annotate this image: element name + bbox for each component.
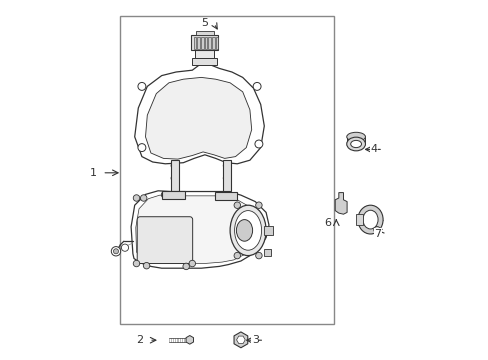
- Polygon shape: [185, 336, 193, 344]
- Bar: [196, 31, 213, 35]
- Bar: [264, 249, 271, 256]
- Polygon shape: [136, 195, 260, 264]
- Text: 2: 2: [136, 335, 143, 345]
- Text: 1: 1: [90, 168, 97, 178]
- Polygon shape: [134, 63, 264, 164]
- Text: 4: 4: [370, 144, 377, 154]
- Circle shape: [113, 249, 118, 254]
- Bar: [195, 50, 214, 58]
- Circle shape: [121, 244, 128, 251]
- Circle shape: [254, 140, 263, 148]
- Bar: [170, 160, 178, 191]
- Bar: [192, 58, 217, 65]
- Polygon shape: [236, 336, 244, 343]
- Circle shape: [223, 175, 230, 182]
- Text: 6: 6: [323, 218, 330, 228]
- Circle shape: [255, 202, 262, 208]
- Text: 7: 7: [373, 229, 381, 239]
- Ellipse shape: [236, 220, 252, 241]
- Ellipse shape: [346, 132, 365, 141]
- Circle shape: [187, 338, 192, 342]
- Polygon shape: [335, 193, 346, 214]
- Bar: [208, 37, 210, 49]
- Ellipse shape: [346, 137, 365, 151]
- Circle shape: [143, 262, 149, 269]
- Bar: [264, 226, 273, 235]
- Ellipse shape: [234, 211, 261, 250]
- Bar: [201, 37, 203, 49]
- Circle shape: [215, 193, 222, 199]
- Ellipse shape: [230, 205, 265, 256]
- Circle shape: [234, 252, 240, 259]
- Circle shape: [171, 175, 178, 182]
- Circle shape: [253, 82, 261, 90]
- Text: 3: 3: [251, 335, 258, 345]
- Bar: [120, 16, 334, 324]
- Circle shape: [234, 202, 240, 208]
- Circle shape: [171, 162, 178, 169]
- Bar: [355, 214, 363, 225]
- Bar: [223, 160, 230, 191]
- Bar: [197, 37, 200, 49]
- Bar: [162, 191, 185, 199]
- Circle shape: [161, 192, 167, 198]
- FancyBboxPatch shape: [137, 217, 192, 264]
- Circle shape: [255, 252, 262, 259]
- Polygon shape: [145, 77, 251, 159]
- Circle shape: [179, 192, 185, 198]
- Polygon shape: [131, 191, 268, 268]
- Bar: [204, 37, 207, 49]
- Circle shape: [230, 193, 237, 199]
- Polygon shape: [234, 332, 247, 348]
- Circle shape: [373, 226, 380, 233]
- Bar: [215, 192, 236, 200]
- Text: 5: 5: [201, 18, 208, 28]
- Ellipse shape: [362, 210, 377, 229]
- Circle shape: [223, 162, 230, 169]
- Bar: [193, 37, 196, 49]
- Circle shape: [189, 260, 195, 267]
- Bar: [215, 37, 218, 49]
- Bar: [139, 219, 191, 262]
- Circle shape: [133, 260, 140, 267]
- Bar: [212, 37, 214, 49]
- Bar: [191, 35, 218, 50]
- Circle shape: [183, 263, 189, 270]
- Circle shape: [138, 144, 145, 152]
- Circle shape: [140, 195, 146, 201]
- Ellipse shape: [357, 205, 382, 234]
- Circle shape: [138, 82, 145, 90]
- Circle shape: [111, 247, 121, 256]
- Ellipse shape: [350, 140, 361, 148]
- Circle shape: [133, 195, 140, 201]
